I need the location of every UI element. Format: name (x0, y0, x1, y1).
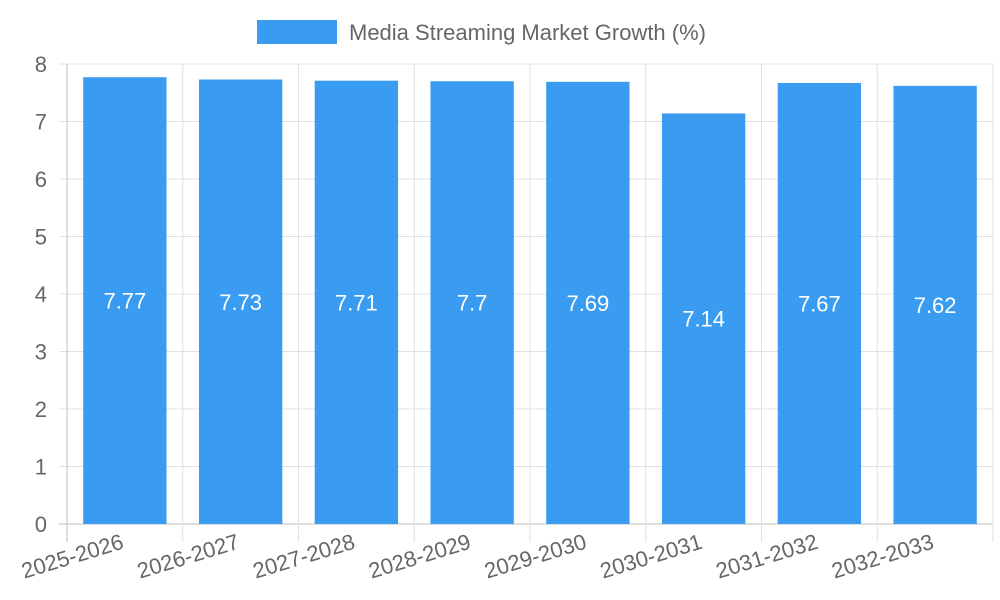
data-labels: 7.77 7.73 7.71 7.7 7.69 7.14 7.67 7.62 (103, 289, 956, 332)
bar-2026-2027[interactable] (198, 79, 283, 525)
y-tick-label: 6 (35, 167, 47, 192)
x-tick-label: 2030-2031 (597, 529, 705, 584)
y-tick-label: 5 (35, 225, 47, 250)
bar-2028-2029[interactable] (430, 81, 514, 524)
data-label: 7.71 (335, 290, 378, 315)
y-tick-label: 8 (35, 52, 47, 77)
y-tick-label: 0 (35, 512, 47, 537)
bar-2031-2032[interactable] (777, 82, 862, 524)
x-tick-label: 2029-2030 (481, 529, 589, 584)
y-tick-label: 3 (35, 340, 47, 365)
legend-swatch (257, 20, 337, 44)
y-tick-label: 2 (35, 397, 47, 422)
legend[interactable]: Media Streaming Market Growth (%) (257, 20, 706, 45)
x-tick-label: 2026-2027 (134, 529, 242, 584)
y-tick-label: 7 (35, 110, 47, 135)
x-tick-label: 2028-2029 (366, 529, 474, 584)
bar-2025-2026[interactable] (83, 77, 167, 524)
legend-label: Media Streaming Market Growth (%) (349, 20, 706, 45)
bar-2029-2030[interactable] (546, 81, 630, 524)
x-tick-label: 2025-2026 (18, 529, 126, 584)
bar-2032-2033[interactable] (893, 85, 977, 524)
bars (83, 77, 977, 525)
data-label: 7.67 (798, 291, 841, 316)
x-tick-label: 2031-2032 (713, 529, 821, 584)
y-tick-label: 1 (35, 455, 47, 480)
data-label: 7.69 (566, 291, 609, 316)
data-label: 7.7 (457, 291, 488, 316)
data-label: 7.62 (914, 293, 957, 318)
data-label: 7.73 (219, 290, 262, 315)
x-tick-label: 2032-2033 (829, 529, 937, 584)
bar-2030-2031[interactable] (661, 113, 746, 524)
x-tick-label: 2027-2028 (250, 529, 358, 584)
data-label: 7.77 (103, 289, 146, 314)
y-tick-label: 4 (35, 282, 47, 307)
data-label: 7.14 (682, 307, 725, 332)
bar-2027-2028[interactable] (314, 80, 399, 525)
